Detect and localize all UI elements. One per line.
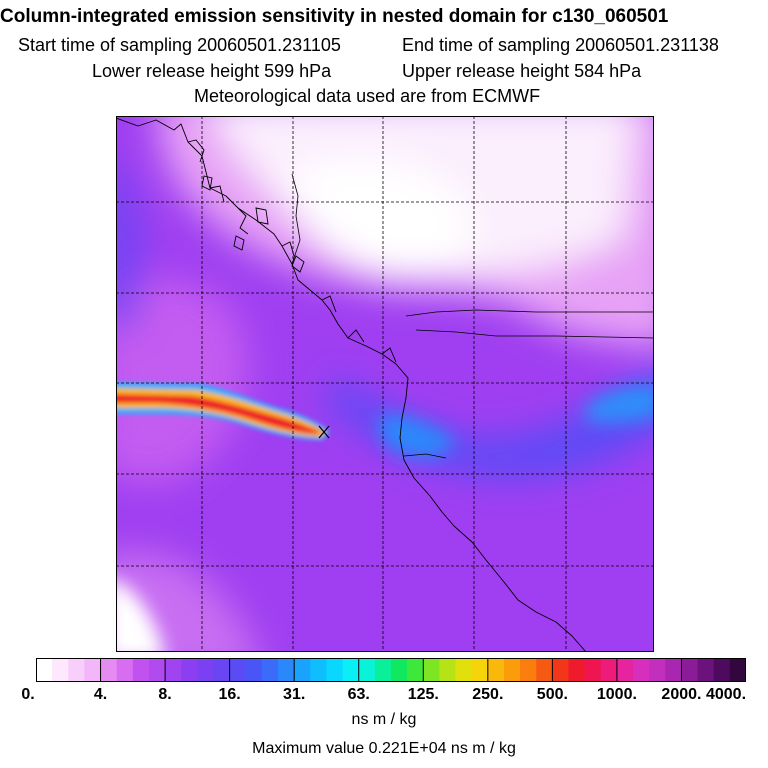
colorbar-swatch [713, 658, 731, 682]
field-cyan-patch [378, 415, 456, 458]
colorbar-swatch [423, 658, 441, 682]
colorbar-swatch [165, 658, 182, 682]
field-lavender-west [116, 278, 248, 484]
colorbar-swatch [181, 658, 198, 682]
colorbar-tick-label: 8. [158, 686, 172, 703]
colorbar-swatch [132, 658, 150, 682]
colorbar-swatch [36, 658, 53, 682]
colorbar-swatch [729, 658, 746, 682]
colorbar-tick-label: 1000. [596, 686, 637, 703]
maximum-value: Maximum value 0.221E+04 ns m / kg [252, 740, 516, 757]
colorbar-swatch [245, 658, 263, 682]
plume [116, 382, 330, 440]
colorbar-swatch [633, 658, 650, 682]
colorbar-tick-label: 0. [21, 686, 35, 703]
sampling-end: End time of sampling 20060501.231138 [402, 35, 719, 55]
colorbar-swatch [487, 658, 505, 682]
colorbar-swatch [697, 658, 715, 682]
colorbar-labels: 0. 4. 8. 16. 31. 63. 125. 250. 500. 1000. 2000. 400… [0, 686, 768, 706]
plume-core [116, 394, 321, 434]
map-frame [116, 116, 654, 652]
island-2 [255, 207, 269, 225]
border-north [291, 173, 301, 265]
border-south [415, 329, 654, 339]
colorbar-swatch [261, 658, 279, 682]
met-data-source: Meteorological data used are from ECMWF [194, 86, 541, 106]
colorbar-tick-label: 63. [347, 686, 370, 703]
colorbar-swatch [342, 658, 360, 682]
colorbar-tick-label: 16. [218, 686, 241, 703]
graticule [116, 116, 654, 652]
colorbar-swatch [326, 658, 344, 682]
map-title: Column-integrated emission sensitivity i… [0, 6, 669, 27]
colorbar-tick-label: 4. [93, 686, 108, 703]
border-mid [403, 453, 447, 459]
colorbar-swatch [52, 658, 69, 682]
colorbar-swatch [520, 658, 537, 682]
colorbar-tick-label: 2000. [661, 686, 702, 703]
island-1 [201, 175, 213, 191]
colorbar-swatch [584, 658, 602, 682]
colorbar-swatch [229, 658, 247, 682]
field-blue-west [116, 165, 140, 331]
colorbar-swatch [568, 658, 586, 682]
colorbar-swatch [503, 658, 521, 682]
colorbar-swatch [84, 658, 102, 682]
upper-release-height: Upper release height 584 hPa [402, 61, 642, 81]
colorbar-swatch [148, 658, 166, 682]
sampling-start: Start time of sampling 20060501.231105 [18, 35, 341, 55]
colorbar-tick-label: 31. [283, 686, 306, 703]
colorbar-swatch [552, 658, 570, 682]
colorbar-swatch [197, 658, 215, 682]
colorbar-swatch [116, 658, 134, 682]
island-3 [233, 235, 245, 251]
sensitivity-map [116, 116, 654, 652]
field-cyan-east [586, 384, 654, 424]
colorbar-swatch [681, 658, 699, 682]
colorbar [36, 658, 746, 682]
colorbar-tick-label: 500. [536, 686, 568, 703]
colorbar-swatch [439, 658, 457, 682]
colorbar-swatch [213, 658, 231, 682]
colorbar-swatch [358, 658, 376, 682]
colorbar-swatch [310, 658, 328, 682]
colorbar-swatch [455, 658, 473, 682]
colorbar-swatch [600, 658, 618, 682]
colorbar-swatch [665, 658, 683, 682]
colorbar-swatch [391, 658, 408, 682]
colorbar-swatch [374, 658, 392, 682]
colorbar-swatch [649, 658, 666, 682]
release-marker [318, 425, 330, 439]
colorbar-tick-label: 125. [407, 686, 439, 703]
colorbar-swatch [616, 658, 634, 682]
colorbar-swatch [68, 658, 86, 682]
colorbar-swatch [278, 658, 295, 682]
field-white-core [285, 157, 474, 277]
field-sw-white [116, 580, 164, 652]
lower-release-height: Lower release height 599 hPa [92, 61, 332, 81]
colorbar-swatch [536, 658, 553, 682]
border-east [405, 309, 654, 317]
colorbar-tick-label: 4000. [705, 686, 747, 703]
colorbar-swatch [100, 658, 118, 682]
colorbar-tick-label: 250. [472, 686, 504, 703]
colorbar-swatch [294, 658, 311, 682]
colorbar-units: ns m / kg [351, 711, 417, 728]
colorbar-swatch [471, 658, 489, 682]
colorbar-frame [36, 658, 746, 682]
coastline-inlet [187, 139, 397, 363]
colorbar-swatch [407, 658, 424, 682]
